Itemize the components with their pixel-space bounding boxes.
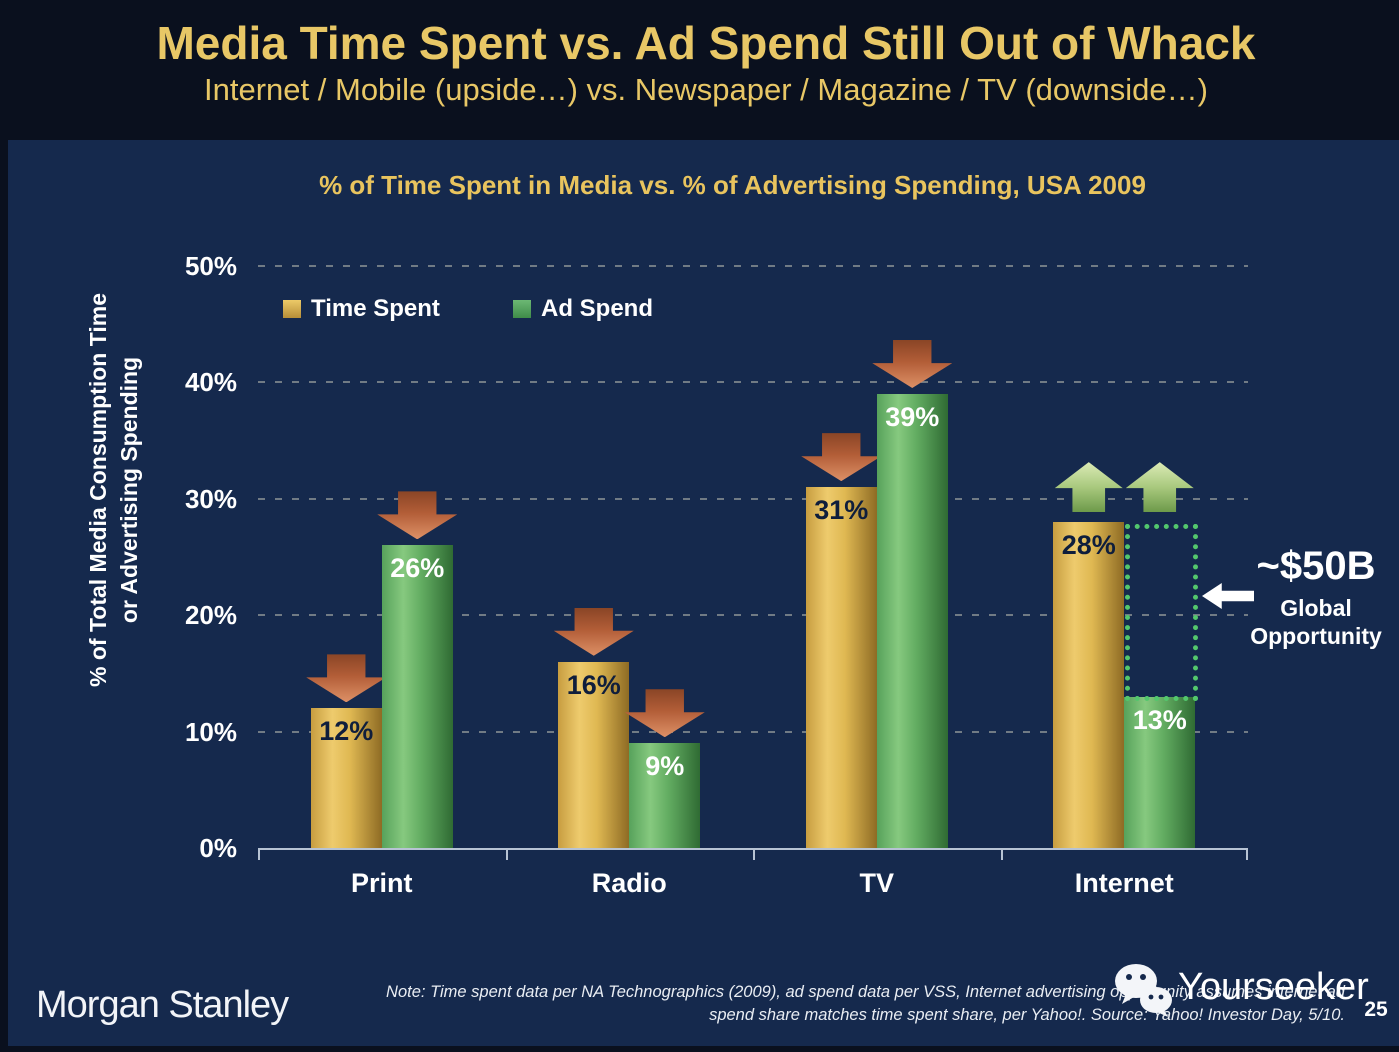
trend-up-arrow-internet-time-spent — [1054, 462, 1123, 513]
gridline-10 — [258, 730, 1248, 733]
legend-swatch-green-icon — [513, 300, 531, 318]
legend-item-ad-spend: Ad Spend — [513, 295, 653, 323]
gridline-40 — [258, 381, 1248, 384]
y-axis-tick-label-50: 50% — [184, 251, 237, 281]
source-note-line2: spend share matches time spent share, pe… — [709, 1006, 1345, 1024]
bar-value-label-ad-spend-print: 26% — [390, 553, 445, 584]
y-axis-tick-label-40: 40% — [184, 367, 237, 398]
bar-ad-spend-internet — [1124, 696, 1196, 848]
bar-time-spent-print — [310, 708, 382, 848]
opportunity-label: Global Opportunity — [1250, 595, 1382, 649]
opportunity-value: ~$50B — [1256, 544, 1376, 588]
page-number: 25 — [1364, 998, 1388, 1021]
bar-value-label-ad-spend-radio: 9% — [645, 751, 685, 782]
x-axis-line — [258, 848, 1248, 850]
legend-label-ad-spend: Ad Spend — [541, 295, 653, 322]
bar-value-label-time-spent-radio: 16% — [566, 669, 621, 700]
wechat-icon — [1115, 964, 1172, 1017]
slide-title: Media Time Spent vs. Ad Spend Still Out … — [156, 17, 1256, 69]
source-note: Note: Time spent data per NA Technograph… — [285, 981, 1345, 1027]
y-axis-tick-label-20: 20% — [184, 600, 237, 631]
y-axis-tick-label-0: 0% — [199, 833, 237, 863]
bar-value-label-ad-spend-internet: 13% — [1132, 704, 1187, 735]
x-axis-category-label-radio: Radio — [591, 868, 667, 898]
bar-time-spent-tv — [805, 487, 877, 848]
chart-title: % of Time Spent in Media vs. % of Advert… — [319, 170, 1146, 200]
trend-down-arrow-print-time-spent — [306, 654, 387, 703]
gridline-30 — [258, 497, 1248, 500]
trend-up-arrow-internet-ad-spend — [1125, 462, 1194, 513]
y-axis-tick-label-10: 10% — [184, 716, 237, 747]
x-axis-tick-4 — [1246, 850, 1248, 860]
bar-value-label-ad-spend-tv: 39% — [885, 402, 940, 433]
slide-subtitle: Internet / Mobile (upside…) vs. Newspape… — [204, 72, 1208, 107]
watermark-text: Yourseeker — [1178, 966, 1369, 1008]
slide-body-panel — [8, 140, 1399, 1046]
morgan-stanley-logo: Morgan Stanley — [36, 984, 289, 1026]
x-axis-tick-2 — [753, 850, 755, 860]
bar-time-spent-radio — [558, 661, 630, 848]
bar-ad-spend-print — [381, 545, 453, 848]
legend-swatch-gold-icon — [283, 300, 301, 318]
x-axis-tick-0 — [258, 850, 260, 860]
opportunity-gap-outline — [1125, 524, 1199, 701]
bar-time-spent-internet — [1053, 522, 1125, 848]
gridline-50 — [258, 265, 1248, 267]
source-note-line1: Note: Time spent data per NA Technograph… — [386, 983, 1345, 1001]
bar-value-label-time-spent-internet: 28% — [1061, 530, 1116, 561]
x-axis-category-label-tv: TV — [859, 868, 894, 898]
gridline-20 — [258, 614, 1248, 617]
bar-ad-spend-radio — [629, 743, 701, 848]
bar-ad-spend-tv — [876, 394, 948, 848]
x-axis-category-label-print: Print — [350, 868, 413, 898]
x-axis-tick-3 — [1000, 850, 1003, 860]
y-axis-tick-label-30: 30% — [184, 483, 237, 514]
x-axis-tick-1 — [505, 850, 508, 860]
bar-value-label-time-spent-print: 12% — [319, 716, 374, 747]
legend-label-time-spent: Time Spent — [311, 295, 440, 322]
legend-item-time-spent: Time Spent — [283, 295, 440, 323]
trend-down-arrow-tv-time-spent — [801, 433, 882, 482]
bar-value-label-time-spent-tv: 31% — [814, 495, 869, 526]
x-axis-category-label-internet: Internet — [1074, 868, 1174, 898]
